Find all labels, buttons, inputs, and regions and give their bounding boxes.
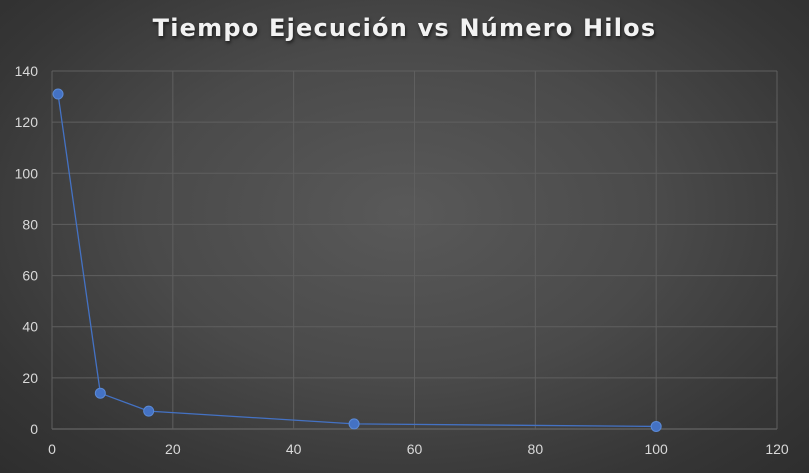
y-tick-label: 80 — [22, 216, 38, 232]
x-tick-label: 20 — [165, 441, 181, 457]
data-point — [650, 420, 662, 432]
y-tick-label: 0 — [30, 421, 38, 437]
chart-title: Tiempo Ejecución vs Número Hilos — [152, 14, 657, 42]
x-axis-tick-labels: 0 20 40 60 80 100 120 — [48, 441, 789, 457]
y-tick-label: 40 — [22, 319, 38, 335]
y-tick-label: 140 — [15, 63, 39, 79]
series-line — [57, 93, 657, 428]
y-tick-label: 120 — [15, 114, 39, 130]
data-point — [52, 88, 64, 100]
data-point — [94, 387, 106, 399]
gridlines — [51, 70, 778, 430]
x-tick-label: 40 — [286, 441, 302, 457]
y-tick-label: 20 — [22, 370, 38, 386]
x-tick-label: 0 — [48, 441, 56, 457]
x-tick-label: 80 — [528, 441, 544, 457]
x-tick-label: 120 — [765, 441, 789, 457]
y-tick-label: 100 — [15, 165, 39, 181]
series-points — [52, 88, 662, 432]
y-tick-label: 60 — [22, 268, 38, 284]
series-line-path — [57, 93, 657, 428]
y-axis-tick-labels: 0 20 40 60 80 100 120 140 — [15, 63, 39, 437]
data-point — [348, 418, 360, 430]
data-point — [143, 405, 155, 417]
x-tick-label: 100 — [644, 441, 668, 457]
x-tick-label: 60 — [407, 441, 423, 457]
